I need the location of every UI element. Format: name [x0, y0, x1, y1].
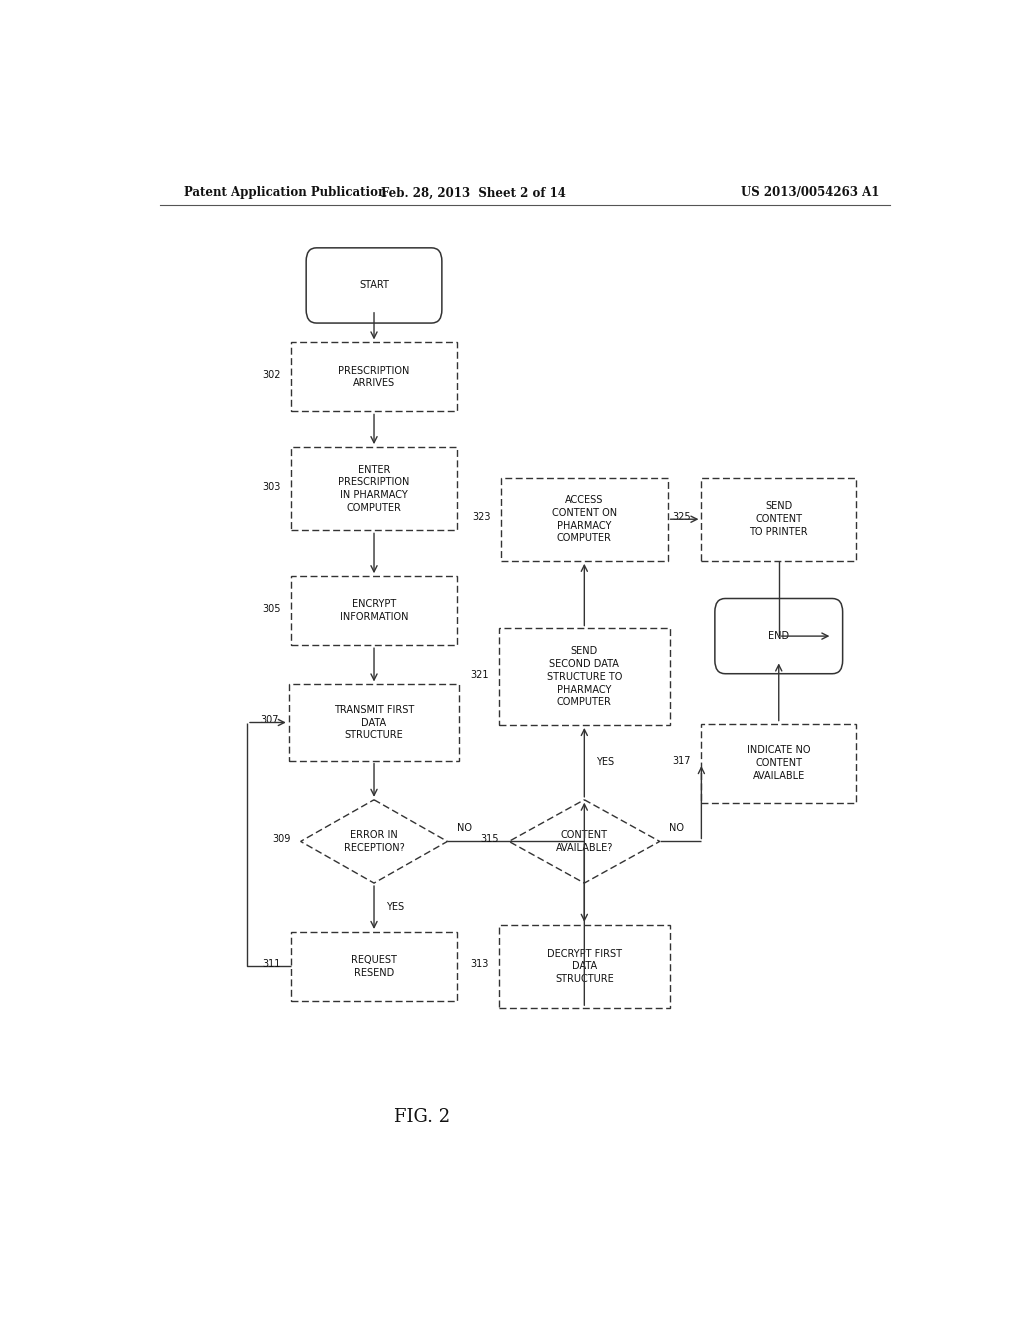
- Bar: [291, 447, 458, 531]
- Text: 311: 311: [262, 960, 281, 969]
- Text: PRESCRIPTION
ARRIVES: PRESCRIPTION ARRIVES: [338, 366, 410, 388]
- Bar: [291, 342, 458, 412]
- Text: TRANSMIT FIRST
DATA
STRUCTURE: TRANSMIT FIRST DATA STRUCTURE: [334, 705, 414, 741]
- Bar: [291, 576, 458, 645]
- Bar: [291, 932, 458, 1001]
- Text: NO: NO: [670, 824, 684, 833]
- Bar: [501, 478, 668, 561]
- Text: 305: 305: [262, 603, 281, 614]
- Text: YES: YES: [596, 758, 614, 767]
- Text: 317: 317: [673, 756, 691, 766]
- Text: 303: 303: [262, 482, 281, 491]
- Text: 309: 309: [272, 834, 290, 845]
- Text: SEND
SECOND DATA
STRUCTURE TO
PHARMACY
COMPUTER: SEND SECOND DATA STRUCTURE TO PHARMACY C…: [547, 647, 622, 708]
- Polygon shape: [509, 800, 659, 883]
- Text: REQUEST
RESEND: REQUEST RESEND: [351, 956, 397, 978]
- Bar: [499, 925, 670, 1008]
- Text: YES: YES: [386, 903, 404, 912]
- Text: CONTENT
AVAILABLE?: CONTENT AVAILABLE?: [556, 830, 613, 853]
- Text: DECRYPT FIRST
DATA
STRUCTURE: DECRYPT FIRST DATA STRUCTURE: [547, 949, 622, 985]
- Bar: [701, 478, 856, 561]
- FancyBboxPatch shape: [306, 248, 442, 323]
- Text: 321: 321: [470, 669, 488, 680]
- Text: START: START: [359, 280, 389, 290]
- Text: INDICATE NO
CONTENT
AVAILABLE: INDICATE NO CONTENT AVAILABLE: [746, 746, 811, 781]
- Text: 313: 313: [470, 960, 488, 969]
- Text: 315: 315: [480, 834, 499, 845]
- Text: ENTER
PRESCRIPTION
IN PHARMACY
COMPUTER: ENTER PRESCRIPTION IN PHARMACY COMPUTER: [338, 465, 410, 513]
- Text: NO: NO: [457, 824, 472, 833]
- Text: ERROR IN
RECEPTION?: ERROR IN RECEPTION?: [344, 830, 404, 853]
- Text: ACCESS
CONTENT ON
PHARMACY
COMPUTER: ACCESS CONTENT ON PHARMACY COMPUTER: [552, 495, 616, 544]
- Text: SEND
CONTENT
TO PRINTER: SEND CONTENT TO PRINTER: [750, 502, 808, 537]
- Text: 307: 307: [260, 715, 279, 726]
- Text: 325: 325: [673, 512, 691, 523]
- Text: 323: 323: [472, 512, 490, 523]
- Polygon shape: [301, 800, 447, 883]
- Text: ENCRYPT
INFORMATION: ENCRYPT INFORMATION: [340, 599, 409, 622]
- Text: END: END: [768, 631, 790, 642]
- Text: Feb. 28, 2013  Sheet 2 of 14: Feb. 28, 2013 Sheet 2 of 14: [381, 186, 565, 199]
- Text: 302: 302: [262, 370, 281, 380]
- Bar: [499, 628, 670, 725]
- Bar: [289, 684, 460, 760]
- FancyBboxPatch shape: [715, 598, 843, 673]
- Text: FIG. 2: FIG. 2: [393, 1107, 450, 1126]
- Text: US 2013/0054263 A1: US 2013/0054263 A1: [741, 186, 880, 199]
- Text: Patent Application Publication: Patent Application Publication: [183, 186, 386, 199]
- Bar: [701, 723, 856, 803]
